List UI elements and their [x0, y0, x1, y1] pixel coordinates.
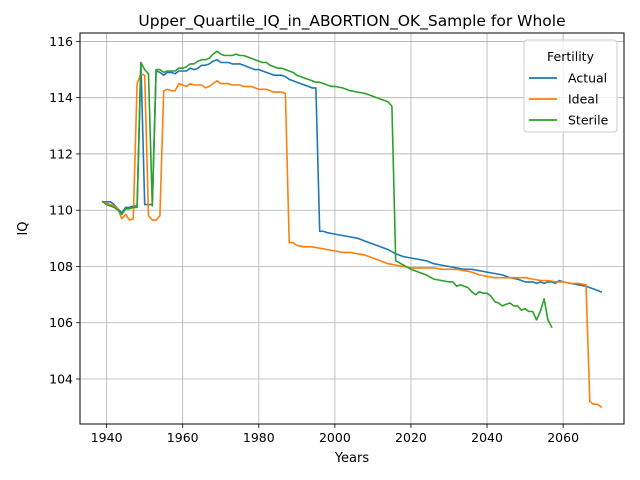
x-tick-label: 2020	[395, 430, 427, 445]
series-line-actual	[102, 58, 603, 293]
plot-frame	[79, 32, 625, 425]
y-tick-label: 106	[49, 315, 73, 330]
y-tick-label: 110	[49, 203, 73, 218]
x-tick-label: 2000	[319, 430, 351, 445]
y-tick-label: 116	[49, 34, 73, 49]
plot-series	[101, 50, 603, 409]
x-tick-label: 2060	[547, 430, 579, 445]
legend: Fertility Actual Ideal Sterile	[523, 39, 618, 133]
legend-title: Fertility	[547, 49, 595, 64]
x-axis-title: Years	[334, 451, 370, 466]
legend-label-ideal: Ideal	[568, 92, 598, 107]
y-tick-label: 114	[49, 90, 73, 105]
y-tick-label: 108	[49, 259, 73, 274]
legend-label-sterile: Sterile	[568, 113, 609, 128]
axis-ticks: 1940 1960 1980 2000 2020 2040 2060 104 106 108 110…	[49, 34, 579, 445]
x-tick-label: 1980	[243, 430, 275, 445]
y-tick-label: 104	[49, 371, 73, 386]
grid-lines	[80, 33, 624, 424]
series-line-sterile	[101, 50, 553, 329]
y-tick-label: 112	[49, 146, 73, 161]
y-axis-title: IQ	[16, 221, 31, 235]
series-line-ideal	[101, 73, 603, 409]
x-tick-label: 1940	[91, 430, 123, 445]
legend-label-actual: Actual	[568, 71, 607, 86]
x-tick-label: 1960	[167, 430, 199, 445]
legend-box	[523, 39, 618, 133]
chart-title: Upper_Quartile_IQ_in_ABORTION_OK_Sample …	[138, 12, 565, 31]
x-tick-label: 2040	[471, 430, 503, 445]
